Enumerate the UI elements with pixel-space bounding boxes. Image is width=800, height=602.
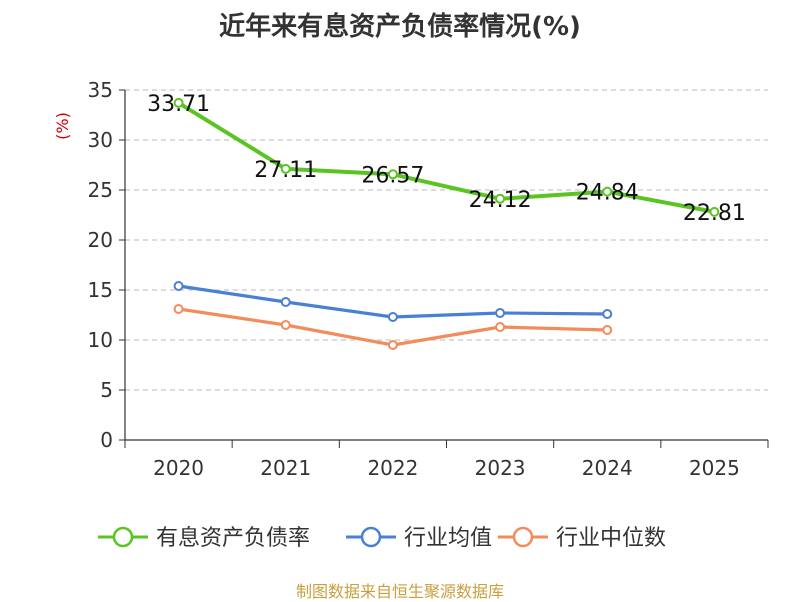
y-tick-label: 5 <box>100 378 113 402</box>
data-label: 24.12 <box>469 188 532 213</box>
data-point <box>602 186 613 197</box>
chart-title: 近年来有息资产负债率情况(%) <box>219 12 581 42</box>
data-point <box>280 163 291 174</box>
x-tick-label: 2025 <box>689 456 740 480</box>
data-point <box>709 206 720 217</box>
y-tick-label: 35 <box>88 78 113 102</box>
x-tick-label: 2024 <box>582 456 633 480</box>
data-point <box>173 304 184 314</box>
legend-marker <box>112 526 134 548</box>
grid-lines <box>125 89 768 391</box>
data-point <box>280 320 291 330</box>
data-point <box>387 340 398 350</box>
x-tick-label: 2023 <box>475 456 526 480</box>
data-label: 24.84 <box>576 181 639 206</box>
x-tick-label: 2022 <box>367 456 418 480</box>
data-point <box>495 193 506 204</box>
y-axis-label: (%) <box>53 112 72 140</box>
y-tick-label: 10 <box>88 328 113 352</box>
data-point <box>173 97 184 108</box>
y-tick-label: 0 <box>100 428 113 452</box>
data-point <box>602 325 613 335</box>
data-point <box>387 312 398 322</box>
data-label: 27.11 <box>254 158 317 183</box>
data-point <box>495 308 506 318</box>
data-label: 22.81 <box>683 201 746 226</box>
legend-marker <box>360 526 382 548</box>
y-tick-label: 30 <box>88 128 113 152</box>
series-lines <box>173 97 720 350</box>
footer-source: 制图数据来自恒生聚源数据库 <box>295 582 504 601</box>
legend-label: 行业均值 <box>404 526 492 551</box>
y-tick-label: 15 <box>88 278 113 302</box>
series-line-1 <box>177 101 715 214</box>
legend-label: 行业中位数 <box>556 526 666 551</box>
data-point <box>495 322 506 332</box>
legend-marker <box>512 526 534 548</box>
data-point <box>280 297 291 307</box>
data-labels: 33.71 27.11 26.57 24.12 24.84 22.81 <box>147 92 746 226</box>
y-tick-label: 25 <box>88 178 113 202</box>
x-tick-label: 2020 <box>153 456 204 480</box>
data-label: 33.71 <box>147 92 210 117</box>
data-point <box>173 281 184 291</box>
legend: 有息资产负债率 行业均值 行业中位数 <box>98 526 666 551</box>
data-point <box>387 169 398 180</box>
legend-label: 有息资产负债率 <box>156 526 310 551</box>
x-tick-label: 2021 <box>260 456 311 480</box>
data-label: 26.57 <box>361 163 424 188</box>
data-point <box>602 309 613 319</box>
y-tick-label: 20 <box>88 228 113 252</box>
